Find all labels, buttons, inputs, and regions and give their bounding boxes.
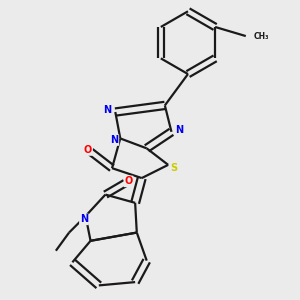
- Text: CH₃: CH₃: [254, 32, 269, 40]
- Text: O: O: [124, 176, 133, 186]
- Text: N: N: [110, 135, 118, 145]
- Text: N: N: [80, 214, 88, 224]
- Text: S: S: [170, 163, 178, 172]
- Text: O: O: [84, 145, 92, 155]
- Text: N: N: [103, 105, 111, 116]
- Text: N: N: [175, 125, 183, 135]
